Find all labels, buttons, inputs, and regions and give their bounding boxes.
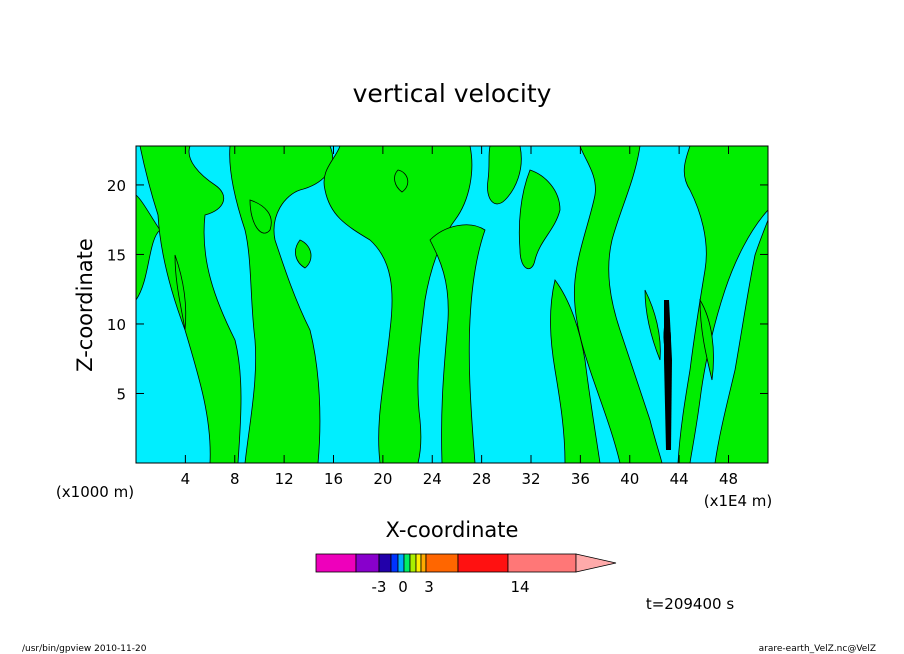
updraft-cell-4 xyxy=(394,169,409,193)
updraft-core-lines xyxy=(664,300,672,450)
updraft-plume-7 xyxy=(518,169,561,270)
time-label: t=209400 s xyxy=(646,595,734,613)
x-tick-label: 48 xyxy=(719,470,738,488)
velocity-field xyxy=(136,146,768,463)
colorbar-label: -3 xyxy=(372,578,387,596)
updraft-cell-5 xyxy=(699,298,714,381)
x-tick-label: 32 xyxy=(521,470,540,488)
updraft-regions xyxy=(136,146,768,463)
x-tick-label: 24 xyxy=(423,470,442,488)
x-tick-label: 40 xyxy=(620,470,639,488)
y-tick-label: 10 xyxy=(107,316,126,334)
colorbar-swatch xyxy=(425,553,459,573)
updraft-plume-6 xyxy=(487,146,522,205)
colorbar-swatch xyxy=(507,553,577,573)
colorbar-swatch xyxy=(457,553,509,573)
x-axis-title: X-coordinate xyxy=(386,518,519,542)
colorbar-swatch xyxy=(390,553,399,573)
updraft-plume-5 xyxy=(429,224,486,463)
y-axis-title: Z-coordinate xyxy=(73,238,97,372)
x-scale-note: (x1000 m) xyxy=(56,483,134,501)
colorbar-swatch xyxy=(315,553,357,573)
x-unit-note: (x1E4 m) xyxy=(704,492,773,510)
x-tick-label: 16 xyxy=(324,470,343,488)
colorbar-swatch xyxy=(420,553,427,573)
colorbar-swatch xyxy=(355,553,380,573)
updraft-plume-10 xyxy=(677,146,768,463)
x-tick-label: 28 xyxy=(472,470,491,488)
colorbar-label: 0 xyxy=(398,578,408,596)
colorbar: -3 0 3 14 xyxy=(315,553,617,596)
updraft-plume-11 xyxy=(714,219,768,463)
colorbar-arrow xyxy=(575,553,617,573)
colorbar-swatch xyxy=(397,553,405,573)
updraft-cell-1 xyxy=(174,254,187,331)
updraft-plume-9 xyxy=(574,146,663,463)
footer-left: /usr/bin/gpview 2010-11-20 xyxy=(22,644,147,654)
x-tick-label: 4 xyxy=(181,470,191,488)
chart-title: vertical velocity xyxy=(353,79,552,108)
colorbar-swatch xyxy=(409,553,417,573)
x-axis: 4 8 12 16 20 24 28 32 36 40 44 48 xyxy=(181,146,738,488)
x-tick-label: 8 xyxy=(230,470,240,488)
y-tick-label: 20 xyxy=(107,177,126,195)
colorbar-swatch xyxy=(403,553,411,573)
updraft-core-line xyxy=(664,300,672,450)
x-tick-label: 12 xyxy=(275,470,294,488)
plot-frame xyxy=(135,145,769,464)
x-tick-label: 44 xyxy=(670,470,689,488)
updraft-plume-1 xyxy=(139,146,242,463)
footer-right: arare-earth_VelZ.nc@VelZ xyxy=(759,644,876,654)
updraft-cell-3 xyxy=(295,239,312,269)
x-tick-label: 36 xyxy=(571,470,590,488)
colorbar-label: 3 xyxy=(424,578,434,596)
updraft-plume-3 xyxy=(249,199,272,234)
y-tick-label: 15 xyxy=(107,246,126,264)
updraft-cell-2 xyxy=(644,289,661,361)
colorbar-label: 14 xyxy=(510,578,529,596)
colorbar-swatch xyxy=(415,553,422,573)
y-tick-label: 5 xyxy=(116,385,126,403)
y-axis: 5 10 15 20 xyxy=(107,177,768,403)
x-tick-label: 20 xyxy=(373,470,392,488)
colorbar-swatch xyxy=(378,553,392,573)
